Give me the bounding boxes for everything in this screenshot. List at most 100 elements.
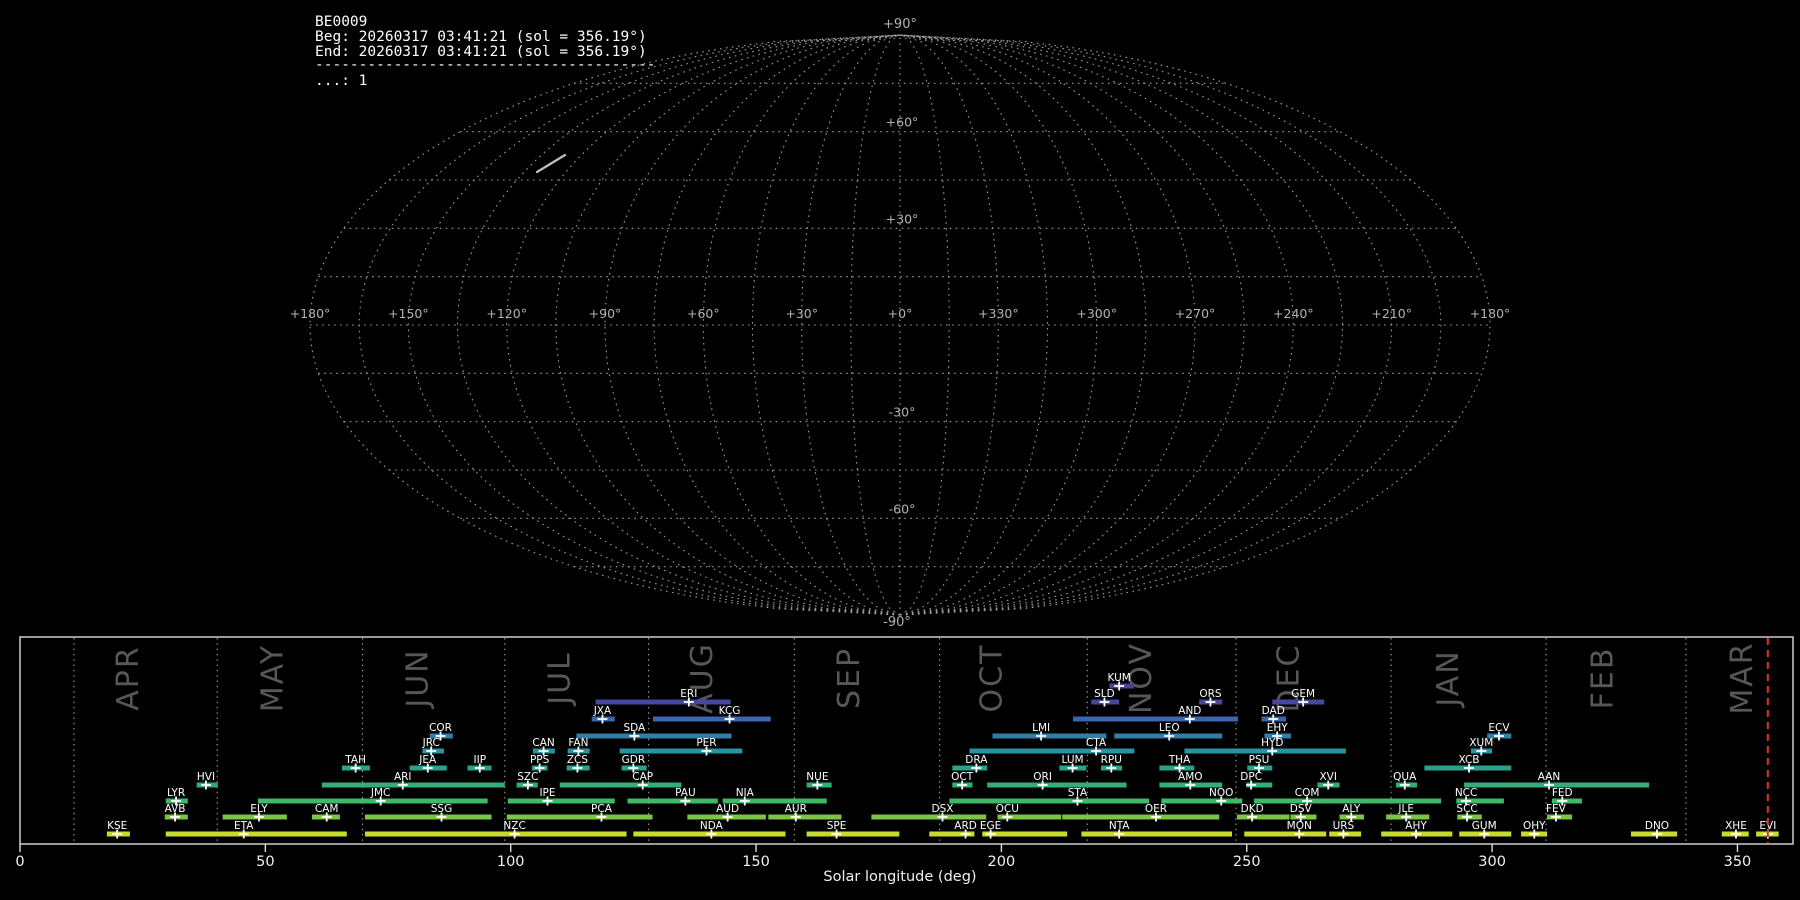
header-meteor-count: ...: 1 bbox=[315, 73, 367, 89]
peak-cross-LUM bbox=[1067, 763, 1078, 773]
shower-label-PPS: PPS bbox=[530, 754, 550, 766]
axis-tick-label: 50 bbox=[256, 854, 274, 870]
longitude-label: +270° bbox=[1175, 306, 1216, 321]
peak-cross-SZC bbox=[522, 780, 533, 790]
axis-tick-label: 150 bbox=[742, 854, 770, 870]
shower-bar-EGE bbox=[982, 831, 1068, 837]
shower-label-FED: FED bbox=[1552, 787, 1573, 799]
shower-label-CTA: CTA bbox=[1086, 737, 1107, 749]
shower-bar-IPE bbox=[507, 798, 615, 804]
shower-label-LYR: LYR bbox=[167, 787, 185, 799]
axis-tick-label: 0 bbox=[15, 854, 24, 870]
shower-bar-NIA bbox=[722, 798, 827, 804]
peak-cross-LMI bbox=[1036, 731, 1047, 741]
shower-label-ERI: ERI bbox=[680, 688, 697, 700]
peak-cross-GUM bbox=[1479, 829, 1490, 839]
peak-cross-IIP bbox=[474, 763, 485, 773]
peak-cross-NOO bbox=[1216, 796, 1227, 806]
grid-meridian bbox=[899, 34, 1196, 616]
peak-cross-ELY bbox=[253, 812, 264, 822]
peak-cross-JRC bbox=[426, 746, 437, 756]
peak-cross-RPU bbox=[1106, 763, 1117, 773]
grid-meridian bbox=[850, 34, 901, 616]
longitude-label: +90° bbox=[589, 306, 622, 321]
peak-cross-JEA bbox=[422, 763, 433, 773]
shower-label-DSX: DSX bbox=[932, 803, 954, 815]
shower-bar-JMC bbox=[257, 798, 488, 804]
shower-label-TAH: TAH bbox=[344, 754, 366, 766]
meteor-trail bbox=[535, 153, 567, 174]
shower-label-MON: MON bbox=[1287, 820, 1312, 832]
shower-label-DKD: DKD bbox=[1241, 803, 1264, 815]
shower-bar-LMI bbox=[992, 733, 1107, 739]
header-beg-line: Beg: 20260317 03:41:21 (sol = 356.19°) bbox=[315, 29, 647, 45]
peak-cross-AND bbox=[1184, 714, 1195, 724]
shower-label-ETA: ETA bbox=[234, 820, 254, 832]
shower-label-COR: COR bbox=[429, 722, 452, 734]
shower-label-PSU: PSU bbox=[1249, 754, 1270, 766]
peak-cross-FAN bbox=[573, 746, 584, 756]
shower-label-SDA: SDA bbox=[623, 722, 646, 734]
longitude-label: +210° bbox=[1371, 306, 1412, 321]
shower-label-SZC: SZC bbox=[517, 771, 538, 783]
month-label: NOV bbox=[1124, 642, 1159, 714]
grid-meridian bbox=[899, 34, 1393, 616]
shower-label-JMC: JMC bbox=[370, 787, 391, 799]
grid-meridian bbox=[899, 34, 950, 616]
peak-cross-FED bbox=[1557, 796, 1568, 806]
peak-cross-FEV bbox=[1550, 812, 1561, 822]
shower-bar-NZC bbox=[364, 831, 627, 837]
peak-cross-AMO bbox=[1185, 780, 1196, 790]
shower-label-XHE: XHE bbox=[1725, 820, 1747, 832]
longitude-label: +60° bbox=[687, 306, 720, 321]
shower-label-ECV: ECV bbox=[1488, 722, 1510, 734]
shower-label-KUM: KUM bbox=[1107, 672, 1130, 684]
shower-label-URS: URS bbox=[1333, 820, 1355, 832]
peak-cross-NIA bbox=[739, 796, 750, 806]
peak-cross-XUM bbox=[1476, 746, 1487, 756]
peak-cross-ECV bbox=[1493, 731, 1504, 741]
header-separator: --------------------------------------- bbox=[315, 57, 655, 73]
shower-label-LUM: LUM bbox=[1062, 754, 1084, 766]
shower-label-EHY: EHY bbox=[1267, 722, 1289, 734]
shower-bar-ETA bbox=[165, 831, 347, 837]
shower-label-DNO: DNO bbox=[1645, 820, 1669, 832]
shower-label-AMO: AMO bbox=[1178, 771, 1203, 783]
shower-label-AND: AND bbox=[1178, 705, 1201, 717]
shower-label-RPU: RPU bbox=[1101, 754, 1122, 766]
longitude-label: +330° bbox=[978, 306, 1019, 321]
peak-cross-AHY bbox=[1411, 829, 1422, 839]
month-label: MAY bbox=[256, 644, 291, 712]
peak-cross-LYR bbox=[171, 796, 182, 806]
peak-cross-OCT bbox=[957, 780, 968, 790]
shower-label-XUM: XUM bbox=[1469, 737, 1493, 749]
shower-label-XCB: XCB bbox=[1459, 754, 1480, 766]
peak-cross-KCG bbox=[724, 714, 735, 724]
shower-label-NCC: NCC bbox=[1455, 787, 1478, 799]
shower-label-PAU: PAU bbox=[675, 787, 696, 799]
axis-tick-label: 200 bbox=[988, 854, 1016, 870]
peak-cross-CTA bbox=[1091, 746, 1102, 756]
shower-label-AHY: AHY bbox=[1405, 820, 1427, 832]
latitude-label: -30° bbox=[889, 405, 916, 420]
shower-bar-CTA bbox=[969, 748, 1135, 754]
peak-cross-COR bbox=[435, 731, 446, 741]
peak-cross-LEO bbox=[1164, 731, 1175, 741]
peak-cross-SLD bbox=[1099, 697, 1110, 707]
shower-bar-PAU bbox=[627, 798, 718, 804]
shower-label-KCG: KCG bbox=[719, 705, 741, 717]
shower-label-JLE: JLE bbox=[1397, 803, 1414, 815]
shower-label-JXA: JXA bbox=[593, 705, 612, 717]
shower-label-DPC: DPC bbox=[1240, 771, 1262, 783]
peak-cross-AUR bbox=[790, 812, 801, 822]
peak-cross-HVI bbox=[200, 780, 211, 790]
axis-tick-label: 250 bbox=[1233, 854, 1261, 870]
peak-cross-DNO bbox=[1651, 829, 1662, 839]
shower-bar-ERI bbox=[595, 699, 731, 705]
shower-bar-SDA bbox=[576, 733, 732, 739]
peak-cross-CAM bbox=[321, 812, 332, 822]
peak-cross-DPC bbox=[1246, 780, 1257, 790]
peak-cross-AAN bbox=[1544, 780, 1555, 790]
shower-bar-DSX bbox=[871, 814, 987, 820]
peak-cross-NTA bbox=[1114, 829, 1125, 839]
